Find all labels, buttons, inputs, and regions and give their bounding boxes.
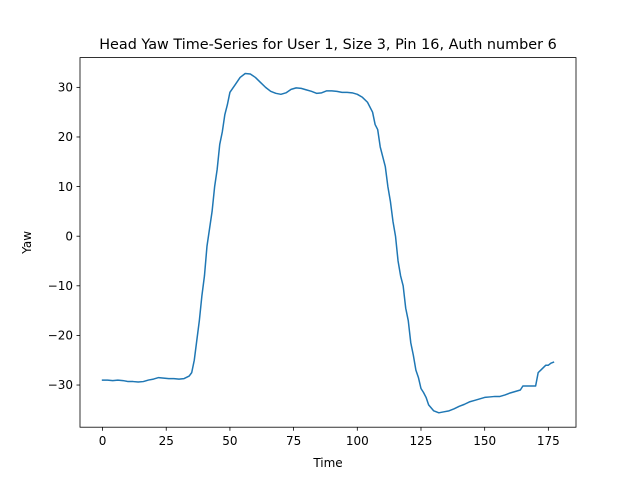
x-tick-label: 75 [286,434,301,448]
y-tick-label: −30 [48,378,73,392]
y-tick-label: −10 [48,279,73,293]
series-line-yaw [101,72,555,414]
x-tick-label: 25 [159,434,174,448]
x-axis: 0 25 50 75 100 125 150 175 [99,427,560,448]
x-tick-label: 0 [99,434,107,448]
x-tick-label: 125 [410,434,433,448]
x-tick-label: 150 [473,434,496,448]
x-tick-label: 100 [346,434,369,448]
y-axis: −30 −20 −10 0 10 20 30 [48,81,80,392]
plot-area [79,57,577,428]
x-tick-label: 175 [537,434,560,448]
x-axis-label: Time [312,456,342,470]
y-axis-label: Yaw [20,231,34,255]
x-tick-label: 50 [222,434,237,448]
y-tick-label: −20 [48,329,73,343]
chart-title: Head Yaw Time-Series for User 1, Size 3,… [99,37,557,53]
y-tick-label: 20 [58,130,73,144]
y-tick-label: 30 [58,81,73,95]
axes-frame [79,57,577,428]
y-tick-label: 0 [65,229,73,243]
y-tick-label: 10 [58,180,73,194]
